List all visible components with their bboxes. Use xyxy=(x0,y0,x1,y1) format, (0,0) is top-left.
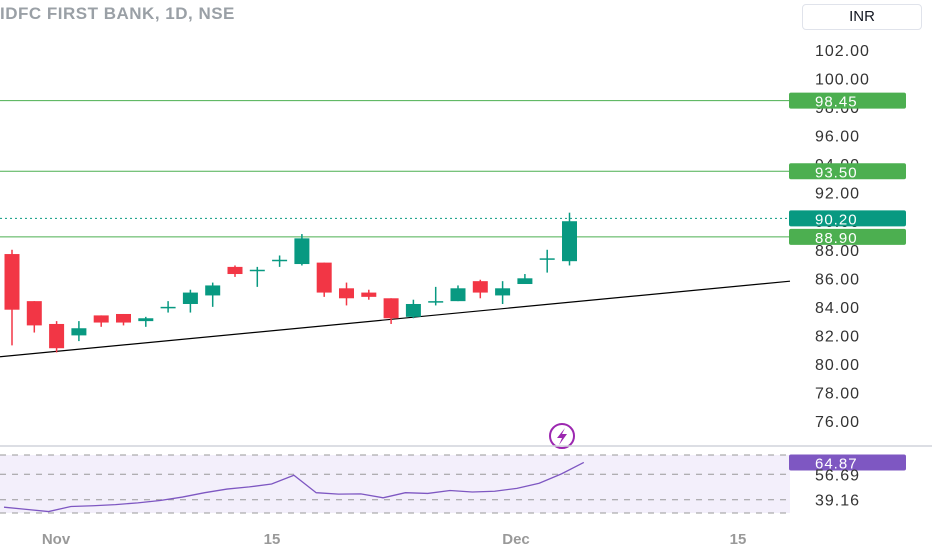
candle-body xyxy=(4,254,20,310)
y-tick-label: 80.00 xyxy=(815,357,860,374)
rsi-current-tag xyxy=(789,454,906,471)
price-level-label: 93.50 xyxy=(815,164,858,181)
y-tick-label: 78.00 xyxy=(815,385,860,402)
candle-body xyxy=(182,292,198,304)
candle-body xyxy=(294,238,310,265)
x-tick-label: Dec xyxy=(502,531,530,548)
current-price-label: 90.20 xyxy=(815,211,858,228)
candle-body xyxy=(405,303,421,317)
rsi-level-label: 56.69 xyxy=(815,467,860,484)
lightning-bolt-icon xyxy=(549,423,575,449)
candle-body xyxy=(539,258,555,260)
candle-body xyxy=(49,323,65,349)
candle-body xyxy=(383,298,399,319)
candle-body xyxy=(316,262,332,293)
price-level-label: 98.45 xyxy=(815,94,858,111)
candle-body xyxy=(71,328,87,336)
x-tick-label: 15 xyxy=(264,531,281,548)
candle-body xyxy=(562,221,577,262)
rsi-current-label: 64.87 xyxy=(815,455,858,472)
trendline xyxy=(0,280,791,358)
price-level-tag xyxy=(789,163,906,180)
y-tick-label: 76.00 xyxy=(815,414,860,431)
candle-body xyxy=(450,288,466,302)
candle-body xyxy=(361,292,377,297)
candle-body xyxy=(205,285,221,296)
candle-body xyxy=(26,301,42,326)
y-tick-label: 82.00 xyxy=(815,328,860,345)
price-level-label: 88.90 xyxy=(815,230,858,247)
candle-body xyxy=(339,288,354,299)
y-tick-label: 84.00 xyxy=(815,300,860,317)
candle-body xyxy=(249,269,265,272)
rsi-level-label: 39.16 xyxy=(815,493,860,510)
candle-body xyxy=(428,301,444,303)
chart-title: IDFC FIRST BANK, 1D, NSE xyxy=(0,4,235,23)
candle-body xyxy=(227,266,243,275)
candle-body xyxy=(138,318,154,322)
price-level-tag xyxy=(789,92,906,109)
candle-body xyxy=(472,281,488,293)
candle-body xyxy=(495,288,511,296)
candle-body xyxy=(517,278,533,285)
price-level-tag xyxy=(789,228,906,245)
x-tick-label: Nov xyxy=(42,531,71,548)
x-tick-label: 15 xyxy=(730,531,747,548)
y-tick-label: 96.00 xyxy=(815,129,860,146)
lightning-bolt-glyph xyxy=(557,428,567,445)
current-price-tag xyxy=(789,210,906,227)
currency-selector[interactable]: INR xyxy=(802,4,922,30)
y-tick-label: 86.00 xyxy=(815,271,860,288)
candle-body xyxy=(272,259,288,262)
candle-body xyxy=(160,306,176,309)
y-tick-label: 100.00 xyxy=(815,72,870,89)
rsi-line xyxy=(3,461,585,513)
y-tick-label: 92.00 xyxy=(815,186,860,203)
candle-body xyxy=(93,315,109,323)
y-tick-label: 102.00 xyxy=(815,43,870,60)
y-tick-label: 88.00 xyxy=(815,243,860,260)
candle-body xyxy=(116,313,131,323)
